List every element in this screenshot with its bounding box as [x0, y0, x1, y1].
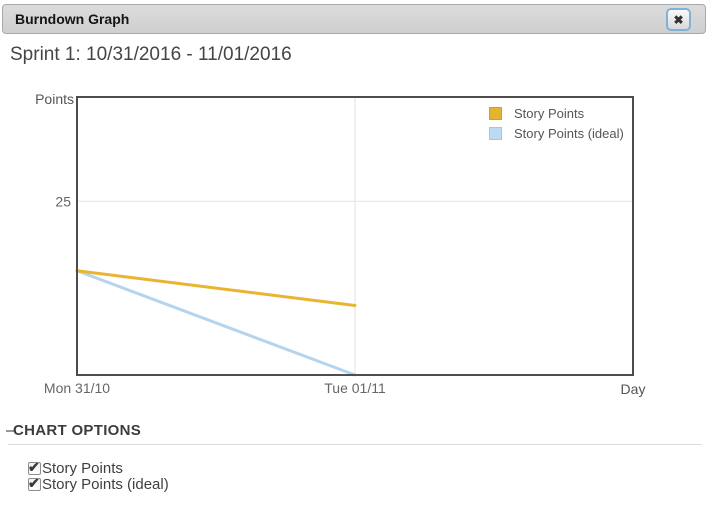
- legend-item: Story Points: [489, 103, 624, 123]
- close-button[interactable]: ✖: [666, 8, 691, 31]
- x-axis-label: Day: [621, 381, 646, 397]
- chart-options-list: Story Points Story Points (ideal): [28, 459, 169, 493]
- burndown-chart: Points 25 Mon 31/10 Tue 01/11 Day Story Poin…: [0, 85, 708, 405]
- chart-option-row[interactable]: Story Points: [28, 459, 169, 477]
- chart-legend: Story Points Story Points (ideal): [489, 103, 624, 143]
- chart-option-label: Story Points: [42, 460, 123, 477]
- chart-option-row[interactable]: Story Points (ideal): [28, 475, 169, 493]
- dialog-title: Burndown Graph: [15, 11, 130, 27]
- section-divider: [8, 444, 702, 445]
- legend-swatch-icon: [489, 106, 502, 120]
- chart-plot-area: Points 25 Mon 31/10 Tue 01/11 Day: [35, 91, 646, 397]
- legend-swatch-icon: [489, 126, 502, 140]
- legend-label: Story Points: [514, 105, 585, 121]
- legend-label: Story Points (ideal): [514, 125, 624, 141]
- y-tick-label: 25: [55, 193, 71, 209]
- close-icon: ✖: [673, 12, 684, 27]
- sprint-heading: Sprint 1: 10/31/2016 - 11/01/2016: [10, 44, 292, 65]
- chart-option-label: Story Points (ideal): [42, 476, 169, 493]
- chart-options-heading: CHART OPTIONS: [13, 422, 142, 439]
- x-tick-label: Mon 31/10: [44, 380, 110, 396]
- dialog-titlebar: Burndown Graph ✖: [2, 4, 706, 34]
- chart-option-checkbox[interactable]: [28, 459, 41, 476]
- legend-item: Story Points (ideal): [489, 123, 624, 143]
- fieldset-dash: [6, 430, 14, 432]
- chart-option-checkbox[interactable]: [28, 475, 41, 492]
- x-tick-label: Tue 01/11: [324, 380, 386, 396]
- y-axis-label: Points: [35, 91, 74, 107]
